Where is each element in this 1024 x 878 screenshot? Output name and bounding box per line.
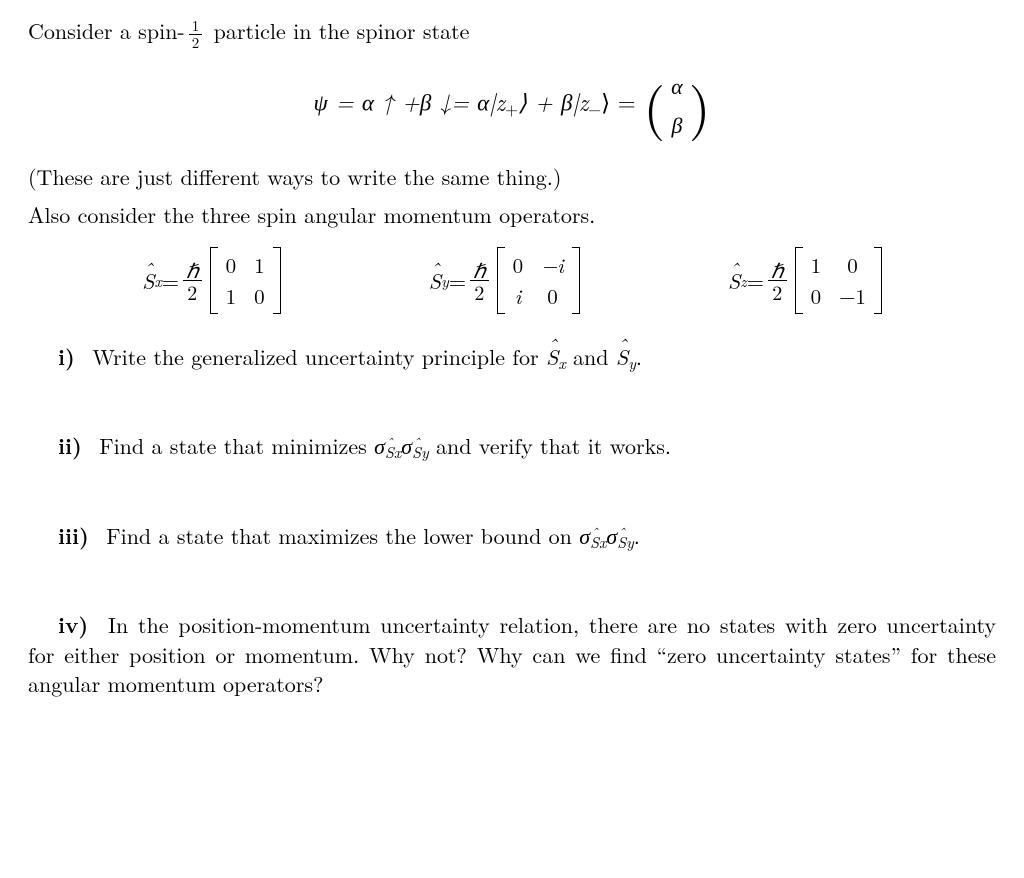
q2-sigma2: σ	[401, 430, 412, 461]
Sx-symbol: S	[142, 266, 154, 296]
Sz-matrix: 1 0 0 −1	[795, 247, 882, 314]
q1-label: i)	[58, 341, 75, 372]
two-den-z: 2	[768, 281, 787, 302]
q3-sigma2-sub: Sy	[617, 530, 634, 553]
q3-sub-Sy: S	[617, 531, 626, 552]
frac-den: 2	[189, 35, 203, 51]
vector-entries: α β	[665, 69, 689, 142]
bracket-left	[210, 247, 218, 314]
hbar-over-2-z: ℏ 2	[768, 259, 787, 302]
q3-label: iii)	[58, 520, 89, 551]
Sz-11: −1	[839, 282, 866, 310]
Sy-cells: 0 −i i 0	[505, 247, 572, 314]
vec-alpha: α	[671, 71, 683, 101]
hbar-over-2-y: ℏ 2	[470, 259, 489, 302]
Sy-01: −i	[541, 251, 564, 279]
spinor-lhs: ψ = α ↑ +β ↓= α|z	[313, 84, 505, 117]
column-vector: ( α β )	[643, 69, 710, 142]
one-half-fraction: 12	[189, 18, 203, 51]
q2-sub-Sx: S	[385, 441, 394, 462]
question-iii: iii) Find a state that maximizes the low…	[28, 521, 996, 552]
two-den: 2	[183, 281, 202, 302]
vec-beta: β	[671, 110, 682, 140]
q3-text-a: Find a state that maximizes the lower bo…	[106, 520, 579, 551]
Sz-01: 0	[847, 251, 858, 279]
q2-text-b: and verify that it works.	[429, 430, 671, 461]
q3-sigma1: σ	[579, 520, 590, 551]
q3-sigma1-sub: Sx	[590, 530, 606, 553]
q1-text-a: Write the generalized uncertainty princi…	[92, 341, 546, 372]
intro-text-b: particle in the spinor state	[206, 15, 469, 46]
Sy-subscript: y	[441, 270, 449, 291]
Sx-cells: 0 1 1 0	[218, 247, 273, 314]
Sy-matrix: 0 −i i 0	[497, 247, 580, 314]
q4-label: iv)	[28, 609, 88, 640]
spinor-mid1: ⟩ + β|z	[518, 84, 588, 117]
pauli-matrices-row: Sx = ℏ 2 0 1 1 0 Sy = ℏ	[28, 247, 996, 314]
Sy-11: 0	[547, 282, 558, 310]
q3-sigma2: σ	[606, 520, 617, 551]
q2-sigma1: σ	[374, 430, 385, 461]
q2-sigma2-sub: Sy	[412, 440, 429, 463]
bracket-right-y	[572, 247, 580, 314]
Sx-equals: =	[162, 266, 179, 296]
q3-sub-Sx: S	[590, 531, 599, 552]
Sy-symbol: S	[429, 266, 441, 296]
Sx-01: 1	[254, 251, 265, 279]
bracket-right	[273, 247, 281, 314]
q1-Sx-sub: x	[558, 351, 565, 374]
q2-sub-Sy-y: y	[421, 440, 429, 463]
problem-page: Consider a spin-12 particle in the spino…	[0, 0, 1024, 878]
Sx-00: 0	[226, 251, 237, 279]
q1-Sy: S	[616, 342, 628, 372]
q2-label: ii)	[58, 430, 82, 461]
q2-sigma1-sub: Sx	[385, 440, 401, 463]
question-i: i) Write the generalized uncertainty pri…	[28, 342, 996, 373]
q4-text: In the position-momentum uncertainty rel…	[28, 609, 996, 699]
intro-text-a: Consider a spin-	[28, 15, 185, 46]
q1-and: and	[566, 341, 616, 372]
Sx-10: 1	[226, 282, 237, 310]
ket-z-minus-sub: −	[588, 95, 601, 119]
q3-sub-Sy-y: y	[626, 530, 634, 553]
Sz-00: 1	[811, 251, 822, 279]
Sy-10: i	[515, 282, 521, 310]
Sz-10: 0	[811, 282, 822, 310]
Sz-symbol: S	[728, 266, 740, 296]
q2-sub-Sy: S	[412, 441, 421, 462]
q1-Sx: S	[546, 342, 558, 372]
note-line-1: (These are just different ways to write …	[28, 162, 996, 192]
question-iv: iv) In the position-momentum uncertainty…	[28, 610, 996, 699]
q2-text-a: Find a state that minimizes	[99, 430, 374, 461]
bracket-left-z	[795, 247, 803, 314]
Sz-equals: =	[747, 266, 764, 296]
Sy-operator: Sy = ℏ 2 0 −i i 0	[429, 247, 580, 314]
Sx-matrix: 0 1 1 0	[210, 247, 281, 314]
question-ii: ii) Find a state that minimizes σSxσSy a…	[28, 431, 996, 462]
two-den-y: 2	[470, 281, 489, 302]
Sz-operator: Sz = ℏ 2 1 0 0 −1	[728, 247, 882, 314]
note-line-2: Also consider the three spin angular mom…	[28, 200, 996, 230]
Sy-equals: =	[449, 266, 466, 296]
q1-Sy-sub: y	[628, 351, 636, 374]
ket-z-plus-sub: +	[505, 95, 518, 119]
bracket-left-y	[497, 247, 505, 314]
paren-right: )	[689, 81, 711, 129]
Sy-00: 0	[513, 251, 524, 279]
intro-line: Consider a spin-12 particle in the spino…	[28, 16, 996, 51]
Sz-cells: 1 0 0 −1	[803, 247, 874, 314]
Sx-operator: Sx = ℏ 2 0 1 1 0	[142, 247, 281, 314]
Sx-11: 0	[254, 282, 265, 310]
Sx-subscript: x	[154, 270, 161, 291]
paren-left: (	[643, 81, 665, 129]
hbar-over-2: ℏ 2	[183, 259, 202, 302]
q3-period: .	[634, 520, 640, 551]
bracket-right-z	[874, 247, 882, 314]
spinor-equation: ψ = α ↑ +β ↓= α|z+⟩ + β|z−⟩ = ( α β )	[28, 69, 996, 142]
spinor-mid2: ⟩ =	[601, 84, 636, 117]
q1-period: .	[636, 341, 642, 372]
